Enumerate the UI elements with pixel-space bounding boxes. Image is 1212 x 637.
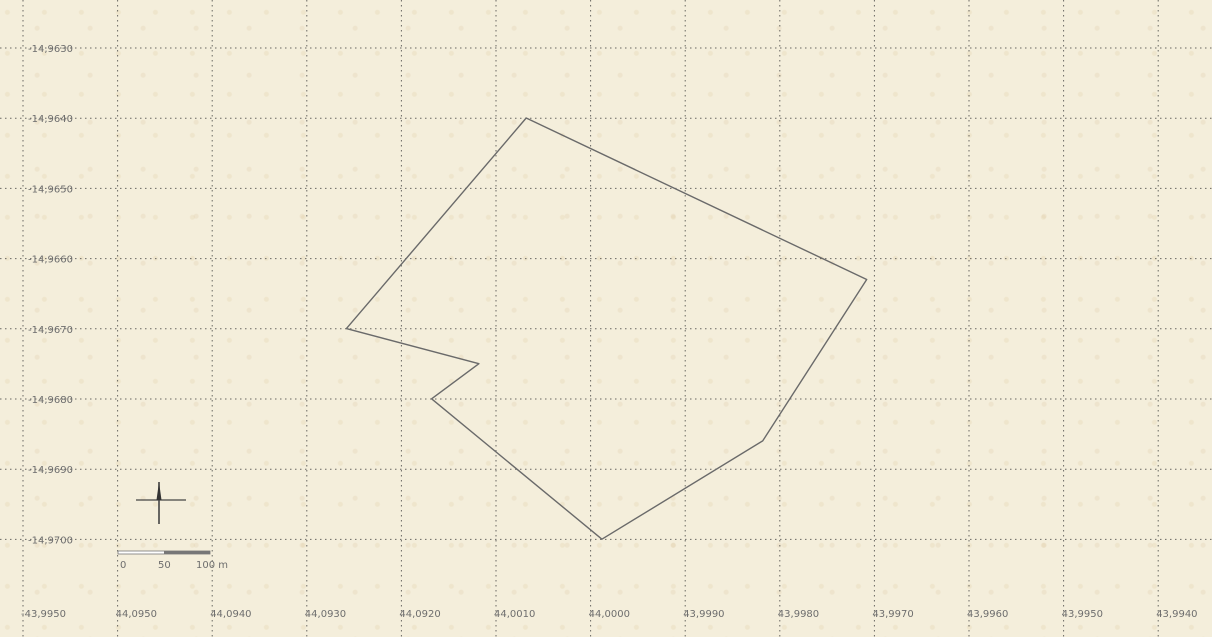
x-tick-label: 44,0930 — [305, 609, 346, 620]
x-tick-label: 44,0920 — [399, 609, 440, 620]
y-tick-label: -14,9680 — [28, 395, 73, 406]
scale-bar: 0 50 100 m — [117, 550, 228, 571]
y-tick-label: -14,9650 — [28, 184, 73, 195]
y-tick-label: -14,9670 — [28, 325, 73, 336]
y-tick-label: -14,9660 — [28, 255, 73, 266]
x-tick-label: 44,0940 — [210, 609, 251, 620]
scale-label-100: 100 m — [196, 560, 228, 571]
x-tick-label: 43,9950 — [1062, 609, 1103, 620]
x-tick-label: 43,9940 — [1156, 609, 1197, 620]
x-tick-label: 43,9970 — [872, 609, 913, 620]
x-tick-label: -43,9950 — [21, 609, 66, 620]
x-tick-label: 43,9980 — [778, 609, 819, 620]
y-tick-label: -14,9630 — [28, 44, 73, 55]
x-tick-label: 44,0000 — [589, 609, 630, 620]
y-tick-label: -14,9690 — [28, 465, 73, 476]
parcel-boundary[interactable] — [345, 117, 868, 540]
x-tick-label: 43,9990 — [683, 609, 724, 620]
compass-rose-icon — [136, 482, 186, 524]
scale-label-50: 50 — [158, 560, 171, 571]
y-tick-label: -14,9640 — [28, 114, 73, 125]
x-tick-label: 43,9960 — [967, 609, 1008, 620]
scale-label-0: 0 — [120, 560, 126, 571]
x-tick-label: 44,0010 — [494, 609, 535, 620]
x-tick-label: 44,0950 — [116, 609, 157, 620]
y-tick-label: -14,9700 — [28, 535, 73, 546]
